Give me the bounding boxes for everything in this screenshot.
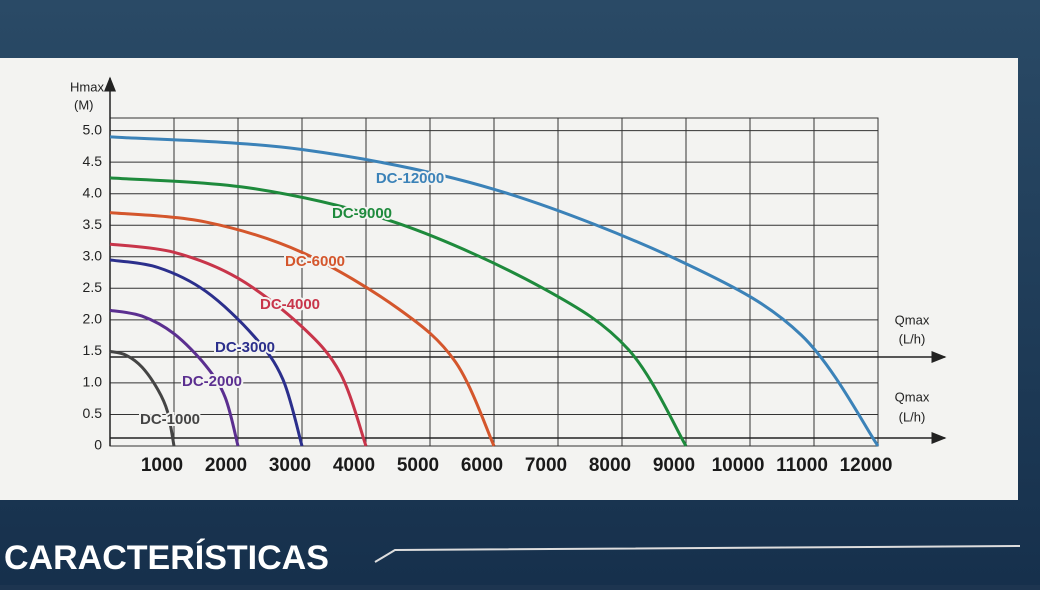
- footer-title: CARACTERÍSTICAS: [4, 539, 329, 577]
- x-tick-label: 5000: [397, 455, 439, 476]
- x-unit: (L/h): [899, 409, 926, 424]
- x-tick-label: 10000: [712, 455, 765, 476]
- x-tick-label: 2000: [205, 455, 247, 476]
- y-tick-label: 1.0: [83, 374, 103, 390]
- y-tick-label: 3.0: [83, 247, 103, 263]
- y-tick-label: 4.0: [83, 184, 103, 200]
- y-tick-label: 4.5: [83, 153, 103, 169]
- curve: [109, 211, 496, 447]
- y-tick-label: 0.5: [83, 405, 103, 421]
- y-tick-label: 2.5: [83, 279, 103, 295]
- series-label: DC-3000: [215, 339, 275, 356]
- x-tick-label: 11000: [776, 455, 828, 476]
- x-tick-label: 4000: [333, 455, 375, 476]
- series-label: DC-12000: [376, 170, 444, 187]
- y-unit: (M): [74, 97, 94, 112]
- y-label: Hmax: [70, 79, 104, 94]
- y-tick-label: 5.0: [83, 121, 103, 137]
- footer-line: [374, 545, 1021, 563]
- card: [0, 58, 1018, 500]
- curve: [109, 242, 368, 447]
- y-tick-label: 0: [94, 437, 102, 453]
- curve: [109, 135, 880, 447]
- x-tick-label: 1000: [141, 455, 183, 476]
- curve: [109, 349, 176, 447]
- series-label: DC-4000: [260, 296, 320, 313]
- series-label: DC-2000: [182, 373, 242, 390]
- x-tick-label: 6000: [461, 455, 503, 476]
- x-label: Qmax: [895, 312, 930, 327]
- curve: [109, 308, 240, 447]
- series-label: DC-1000: [140, 411, 200, 428]
- curve: [109, 258, 304, 447]
- series-label: DC-9000: [332, 205, 392, 222]
- x-tick-label: 7000: [525, 455, 567, 476]
- x-tick-label: 12000: [840, 455, 893, 476]
- y-tick-label: 1.5: [83, 342, 103, 358]
- x-tick-label: 3000: [269, 455, 311, 476]
- series-label: DC-6000: [285, 253, 345, 270]
- curve: [109, 176, 688, 447]
- y-tick-label: 3.5: [83, 216, 103, 232]
- x-tick-label: 9000: [653, 455, 695, 476]
- x-label: Qmax: [895, 389, 930, 404]
- y-tick-label: 2.0: [83, 311, 103, 327]
- x-tick-label: 8000: [589, 455, 631, 476]
- x-unit: (L/h): [899, 331, 926, 346]
